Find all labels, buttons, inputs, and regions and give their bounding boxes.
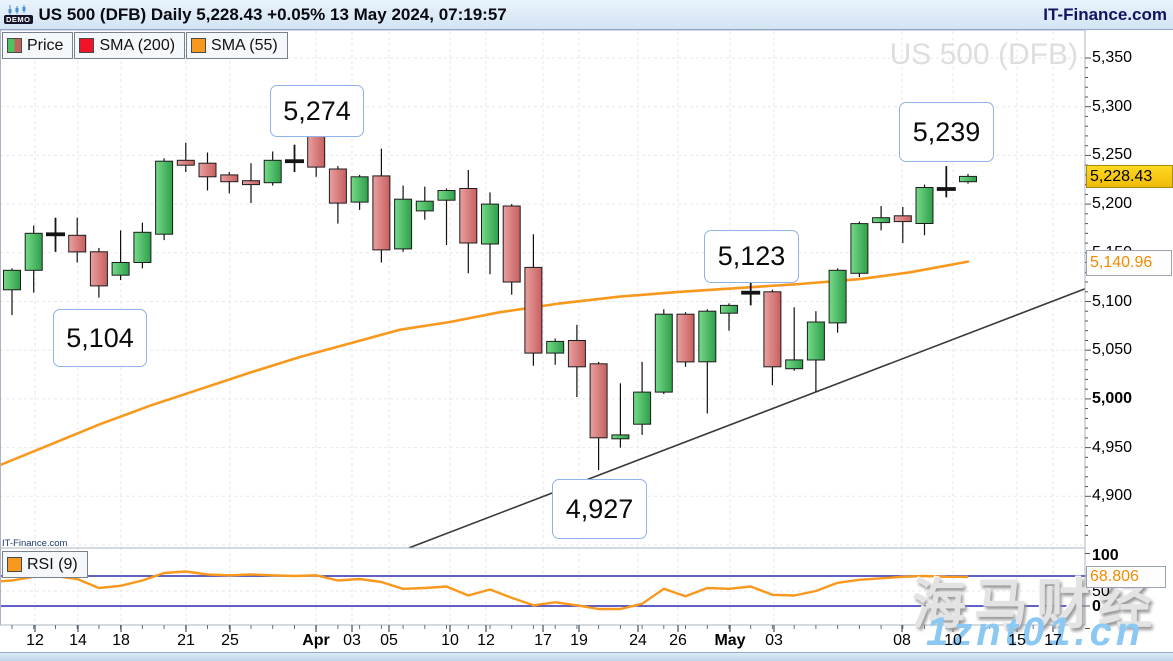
date-axis-label: Apr [302, 632, 330, 649]
price-callout: 5,123 [704, 230, 799, 283]
legend-rsi-label: RSI (9) [27, 555, 78, 573]
brand-link[interactable]: IT-Finance.com [1043, 4, 1167, 24]
date-axis-label: May [714, 632, 746, 649]
price-callout: 5,274 [270, 85, 364, 137]
date-axis-label: 25 [221, 632, 239, 649]
date-axis-label: 10 [441, 632, 459, 649]
date-axis-label: 03 [343, 632, 361, 649]
date-axis-label: 08 [893, 632, 911, 649]
legend-rsi[interactable]: RSI (9) [2, 551, 88, 578]
legend-sma55[interactable]: SMA (55) [186, 32, 288, 59]
legend-sma200[interactable]: SMA (200) [74, 32, 186, 59]
footer-brand-label: IT-Finance.com [2, 538, 68, 549]
legend-sma55-label: SMA (55) [211, 36, 278, 54]
url-watermark: 1znt01.cn [926, 610, 1145, 654]
date-axis-label: 19 [570, 632, 588, 649]
date-axis-label: 15 [1008, 632, 1026, 649]
rsi-legend-row: RSI (9) [2, 551, 88, 578]
rsi-axis-label: 0 [1092, 598, 1101, 615]
date-axis-label: 21 [177, 632, 195, 649]
legend-sma200-label: SMA (200) [99, 36, 176, 54]
date-axis-label: 17 [1044, 632, 1062, 649]
date-axis-label: 03 [765, 632, 783, 649]
price-callout: 4,927 [552, 479, 647, 539]
price-axis-label: 5,350 [1092, 49, 1133, 66]
rsi-value-box: 68.806 [1086, 566, 1166, 588]
date-axis-label: 12 [477, 632, 495, 649]
symbol-watermark: US 500 (DFB) [889, 38, 1078, 71]
price-callout: 5,239 [899, 102, 994, 162]
price-series-icon [7, 38, 22, 53]
title-bar: DEMO US 500 (DFB) Daily 5,228.43 +0.05% … [0, 0, 1173, 30]
sma200-series-icon [79, 38, 95, 53]
price-axis-label: 4,950 [1092, 438, 1133, 456]
chart-title: US 500 (DFB) Daily 5,228.43 +0.05% 13 Ma… [38, 4, 507, 24]
sma55-value-box: 5,140.96 [1086, 250, 1172, 276]
date-axis-label: 14 [69, 632, 87, 649]
date-axis-label: 17 [534, 632, 552, 649]
demo-candlestick-icon [8, 5, 26, 15]
price-axis-label: 4,900 [1092, 487, 1133, 505]
demo-badge: DEMO [4, 5, 33, 24]
date-axis-label: 26 [669, 632, 687, 649]
price-axis-label: 5,050 [1092, 341, 1133, 359]
price-axis-label: 5,100 [1092, 292, 1133, 310]
date-axis-label: 18 [112, 632, 130, 649]
legend-price[interactable]: Price [2, 32, 74, 59]
rsi-axis-label: 100 [1092, 547, 1119, 564]
date-axis-label: 10 [944, 632, 962, 649]
date-axis-label: 12 [26, 632, 44, 649]
price-axis-label: 5,250 [1092, 146, 1133, 164]
price-axis-label: 5,200 [1092, 195, 1133, 213]
legend-price-label: Price [27, 36, 64, 54]
price-axis-label: 5,000 [1092, 389, 1133, 407]
demo-label: DEMO [4, 15, 33, 24]
rsi-series-icon [7, 557, 22, 572]
current-price-box: 5,228.43 [1086, 165, 1173, 188]
sma55-series-icon [191, 38, 207, 53]
date-axis-label: 05 [380, 632, 398, 649]
price-axis-label: 5,300 [1092, 97, 1133, 115]
date-axis-label: 24 [629, 632, 647, 649]
price-callout: 5,104 [53, 309, 147, 367]
legend-row: Price SMA (200) SMA (55) [2, 32, 288, 59]
time-scrollbar[interactable] [0, 652, 1173, 661]
